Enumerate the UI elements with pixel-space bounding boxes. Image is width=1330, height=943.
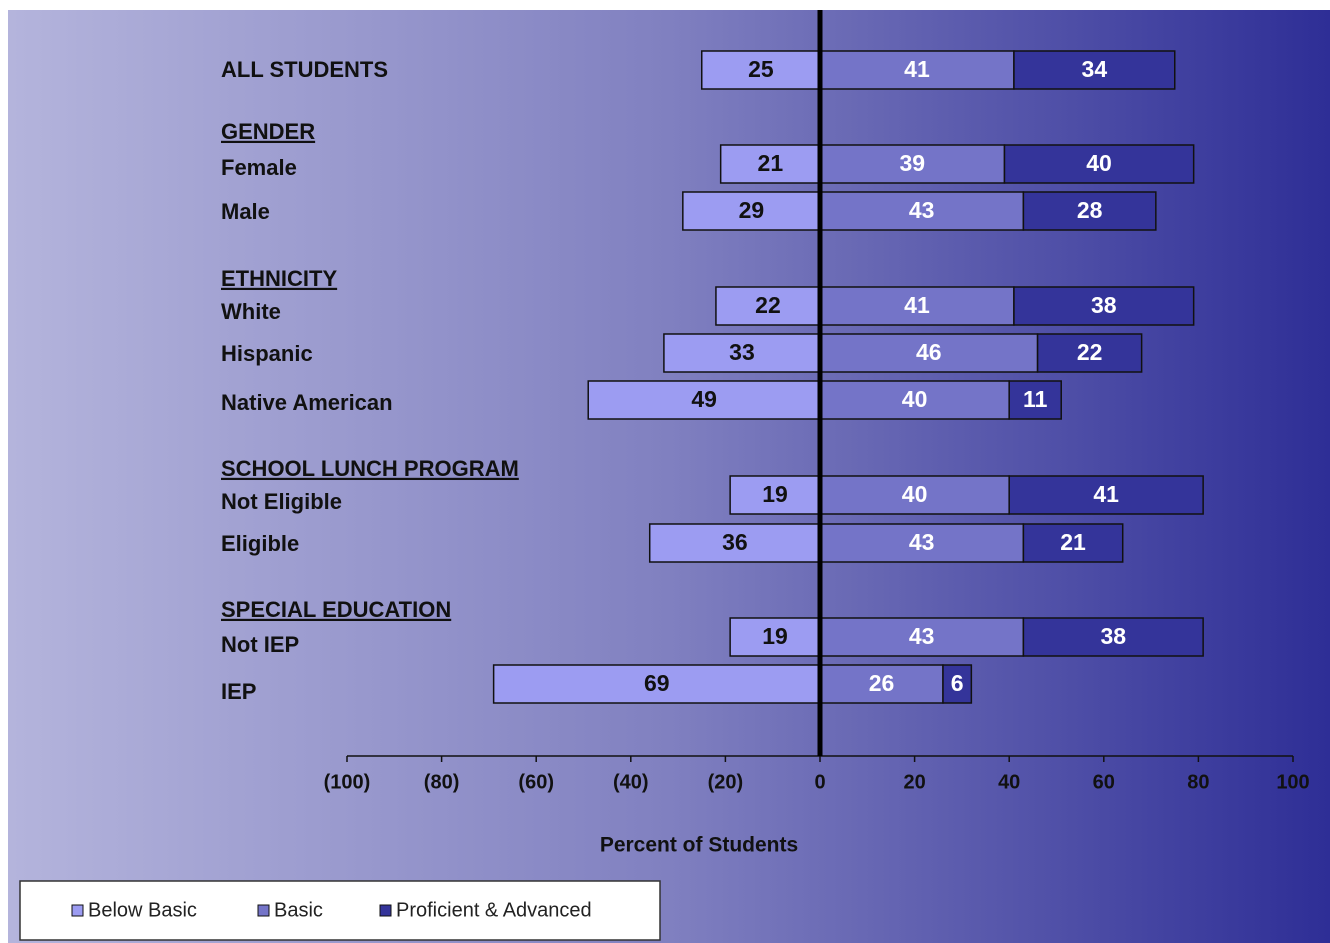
bar xyxy=(1008,475,1204,515)
x-tick-label: 60 xyxy=(1093,771,1115,793)
data-label: 21 xyxy=(1060,529,1086,555)
data-label: 38 xyxy=(1100,623,1126,649)
x-tick-label: 80 xyxy=(1187,771,1209,793)
bar xyxy=(1022,191,1157,231)
data-label: 22 xyxy=(755,292,781,318)
x-tick-label: 100 xyxy=(1276,771,1309,793)
legend-box xyxy=(19,880,661,941)
bar xyxy=(663,333,821,373)
data-label: 40 xyxy=(902,386,928,412)
data-label: 29 xyxy=(739,197,765,223)
data-label: 40 xyxy=(902,481,928,507)
x-tick-label: (80) xyxy=(424,771,460,793)
bar xyxy=(729,475,821,515)
data-label: 33 xyxy=(729,339,755,365)
data-label: 25 xyxy=(748,56,774,82)
bar xyxy=(819,523,1025,563)
bar xyxy=(1036,333,1143,373)
group-header: GENDER xyxy=(221,119,315,144)
legend-label: Basic xyxy=(274,899,323,921)
bar xyxy=(1008,380,1062,420)
x-tick-label: (60) xyxy=(518,771,554,793)
x-tick-label: 0 xyxy=(814,771,825,793)
data-label: 38 xyxy=(1091,292,1117,318)
x-tick-label: 40 xyxy=(998,771,1020,793)
bar xyxy=(819,475,1010,515)
legend-swatch xyxy=(257,904,270,917)
bar xyxy=(819,144,1006,184)
bar xyxy=(819,617,1025,657)
data-label: 41 xyxy=(904,292,930,318)
data-label: 11 xyxy=(1023,386,1048,412)
data-label: 22 xyxy=(1077,339,1103,365)
group-header: ETHNICITY xyxy=(221,266,337,291)
bar xyxy=(648,523,821,563)
data-label: 39 xyxy=(899,150,925,176)
bar xyxy=(715,286,821,326)
data-label: 43 xyxy=(909,529,935,555)
data-label: 19 xyxy=(762,623,788,649)
legend-label: Proficient & Advanced xyxy=(396,899,592,921)
data-label: 28 xyxy=(1077,197,1103,223)
bar xyxy=(819,50,1015,90)
bar xyxy=(1003,144,1195,184)
x-tick-label: (20) xyxy=(708,771,744,793)
group-header: SCHOOL LUNCH PROGRAM xyxy=(221,456,519,481)
bar xyxy=(819,191,1025,231)
category-label: Male xyxy=(221,199,270,224)
bar xyxy=(682,191,821,231)
category-label: Female xyxy=(221,155,297,180)
legend-swatch xyxy=(379,904,392,917)
data-label: 43 xyxy=(909,197,935,223)
bar xyxy=(942,664,973,704)
bar xyxy=(587,380,821,420)
bar xyxy=(719,144,821,184)
bar xyxy=(1013,50,1176,90)
data-label: 36 xyxy=(722,529,748,555)
data-label: 19 xyxy=(762,481,788,507)
bar xyxy=(1022,523,1124,563)
group-header: SPECIAL EDUCATION xyxy=(221,597,451,622)
data-label: 49 xyxy=(691,386,717,412)
category-label: Not IEP xyxy=(221,632,299,657)
x-axis-title: Percent of Students xyxy=(600,834,798,857)
data-label: 21 xyxy=(758,150,784,176)
x-tick-label: (100) xyxy=(324,771,371,793)
x-tick-label: 20 xyxy=(903,771,925,793)
category-label: Not Eligible xyxy=(221,489,342,514)
data-label: 69 xyxy=(644,670,670,696)
data-label: 34 xyxy=(1082,56,1108,82)
data-label: 41 xyxy=(1093,481,1119,507)
data-label: 6 xyxy=(951,670,964,696)
category-label: IEP xyxy=(221,679,256,704)
data-label: 46 xyxy=(916,339,942,365)
data-label: 41 xyxy=(904,56,930,82)
category-label: Hispanic xyxy=(221,341,313,366)
legend-label: Below Basic xyxy=(88,899,197,921)
bar xyxy=(819,286,1015,326)
data-label: 43 xyxy=(909,623,935,649)
category-label: White xyxy=(221,299,281,324)
x-tick-label: (40) xyxy=(613,771,649,793)
bar xyxy=(1013,286,1195,326)
category-label: ALL STUDENTS xyxy=(221,57,388,82)
legend-swatch xyxy=(71,904,84,917)
category-label: Native American xyxy=(221,390,393,415)
bar xyxy=(492,664,821,704)
bar xyxy=(1022,617,1204,657)
data-label: 26 xyxy=(869,670,895,696)
data-label: 40 xyxy=(1086,150,1112,176)
category-label: Eligible xyxy=(221,531,299,556)
